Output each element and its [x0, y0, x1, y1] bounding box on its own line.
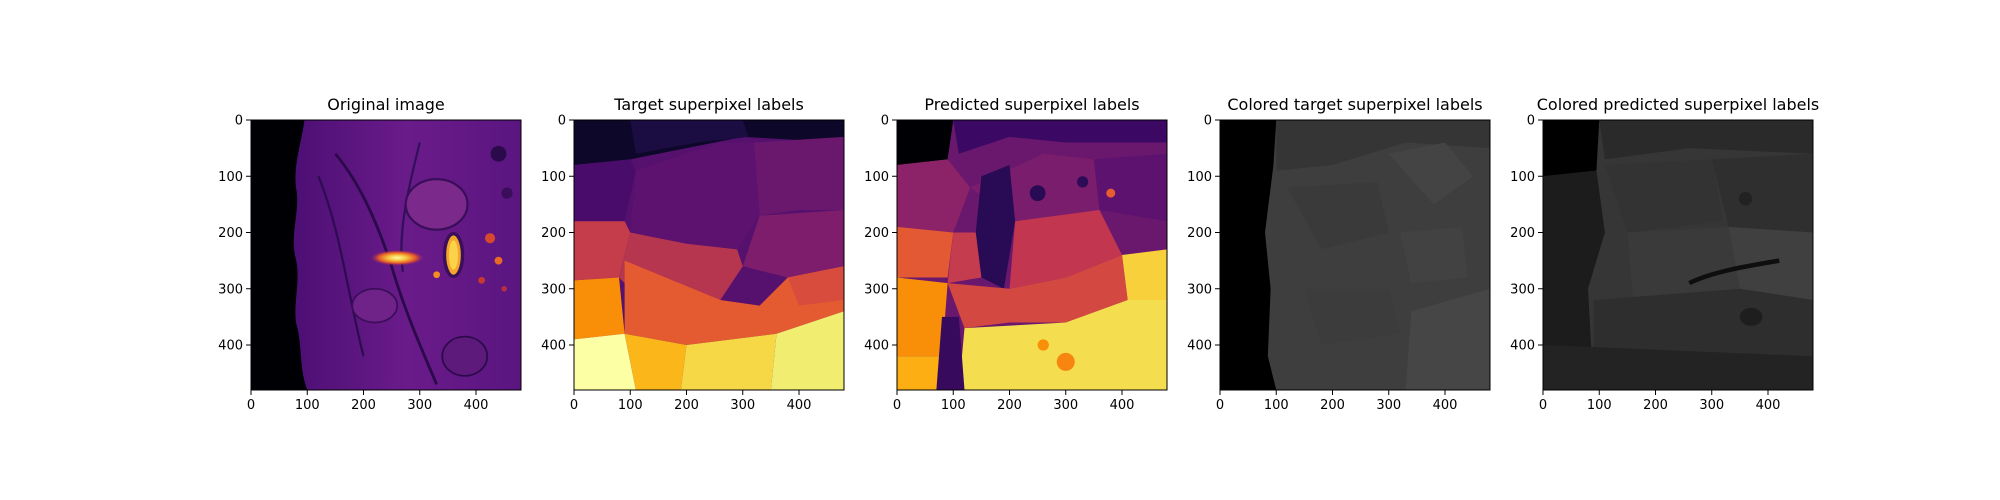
x-tick-label: 0: [893, 398, 901, 413]
x-tick-label: 100: [1264, 398, 1289, 413]
panel-title: Colored predicted superpixel labels: [1537, 95, 1820, 114]
y-tick-label: 100: [1510, 170, 1535, 185]
x-tick-label: 0: [1539, 398, 1547, 413]
y-axis: 0 100 200 300 400: [541, 114, 574, 354]
panel-title: Colored target superpixel labels: [1227, 95, 1482, 114]
panel-target-labels: Target superpixel labels 0 100 200 300 400 0…: [541, 95, 845, 413]
y-tick-label: 300: [1510, 282, 1535, 297]
panel-title: Predicted superpixel labels: [924, 95, 1139, 114]
panel-colored-predicted-labels: Colored predicted superpixel labels 0 100…: [1510, 95, 1819, 413]
x-tick-label: 0: [1216, 398, 1224, 413]
y-tick-label: 400: [541, 339, 566, 354]
y-tick-label: 300: [864, 282, 889, 297]
x-tick-label: 200: [997, 398, 1022, 413]
y-tick-label: 200: [218, 226, 243, 241]
y-tick-label: 400: [1510, 339, 1535, 354]
y-axis: 0 100 200 300 400: [1510, 114, 1543, 354]
x-tick-label: 300: [1053, 398, 1078, 413]
y-tick-label: 0: [1527, 114, 1535, 129]
y-tick-label: 400: [218, 339, 243, 354]
x-axis: 0 100 200 300 400: [1539, 390, 1781, 413]
x-tick-label: 100: [1587, 398, 1612, 413]
axes-frame: [250, 119, 522, 391]
panel-title: Original image: [327, 95, 445, 114]
x-tick-label: 400: [1110, 398, 1135, 413]
axes-frame: [1219, 119, 1491, 391]
x-tick-label: 100: [295, 398, 320, 413]
x-tick-label: 200: [1320, 398, 1345, 413]
y-tick-label: 300: [541, 282, 566, 297]
y-tick-label: 200: [1187, 226, 1212, 241]
y-axis: 0 100 200 300 400: [864, 114, 897, 354]
y-tick-label: 200: [1510, 226, 1535, 241]
x-axis: 0 100 200 300 400: [893, 390, 1135, 413]
panel-colored-target-labels: Colored target superpixel labels 0 100 200…: [1187, 95, 1491, 413]
y-tick-label: 100: [541, 170, 566, 185]
x-axis: 0 100 200 300 400: [1216, 390, 1458, 413]
panel-title: Target superpixel labels: [613, 95, 804, 114]
x-tick-label: 400: [787, 398, 812, 413]
y-tick-label: 0: [881, 114, 889, 129]
y-tick-label: 100: [864, 170, 889, 185]
x-tick-label: 200: [1643, 398, 1668, 413]
x-axis: 0 100 200 300 400: [570, 390, 812, 413]
y-axis: 0 100 200 300 400: [218, 114, 251, 354]
y-tick-label: 100: [218, 170, 243, 185]
y-tick-label: 100: [1187, 170, 1212, 185]
x-tick-label: 0: [247, 398, 255, 413]
y-tick-label: 400: [1187, 339, 1212, 354]
y-tick-label: 400: [864, 339, 889, 354]
x-tick-label: 200: [674, 398, 699, 413]
x-tick-label: 300: [730, 398, 755, 413]
image-colored-target-labels: [1220, 120, 1490, 390]
image-target-labels: [574, 120, 844, 390]
x-tick-label: 400: [1433, 398, 1458, 413]
image-original: [251, 120, 521, 390]
image-colored-predicted-labels: [1543, 120, 1813, 390]
axes-frame: [573, 119, 845, 391]
y-axis: 0 100 200 300 400: [1187, 114, 1220, 354]
y-tick-label: 0: [558, 114, 566, 129]
image-predicted-labels: [897, 120, 1167, 390]
axes-frame: [896, 119, 1168, 391]
x-tick-label: 300: [1699, 398, 1724, 413]
y-tick-label: 0: [1204, 114, 1212, 129]
x-tick-label: 200: [351, 398, 376, 413]
x-tick-label: 0: [570, 398, 578, 413]
panel-original-image: Original image: [218, 95, 522, 413]
x-tick-label: 100: [618, 398, 643, 413]
x-tick-label: 100: [941, 398, 966, 413]
y-tick-label: 300: [218, 282, 243, 297]
y-tick-label: 0: [235, 114, 243, 129]
y-tick-label: 200: [864, 226, 889, 241]
x-tick-label: 300: [407, 398, 432, 413]
y-tick-label: 300: [1187, 282, 1212, 297]
y-tick-label: 200: [541, 226, 566, 241]
axes-frame: [1542, 119, 1814, 391]
panel-predicted-labels: Predicted superpixel labels 0 100 20: [864, 95, 1168, 413]
x-tick-label: 300: [1376, 398, 1401, 413]
x-tick-label: 400: [464, 398, 489, 413]
x-axis: 0 100 200 300 400: [247, 390, 489, 413]
x-tick-label: 400: [1756, 398, 1781, 413]
